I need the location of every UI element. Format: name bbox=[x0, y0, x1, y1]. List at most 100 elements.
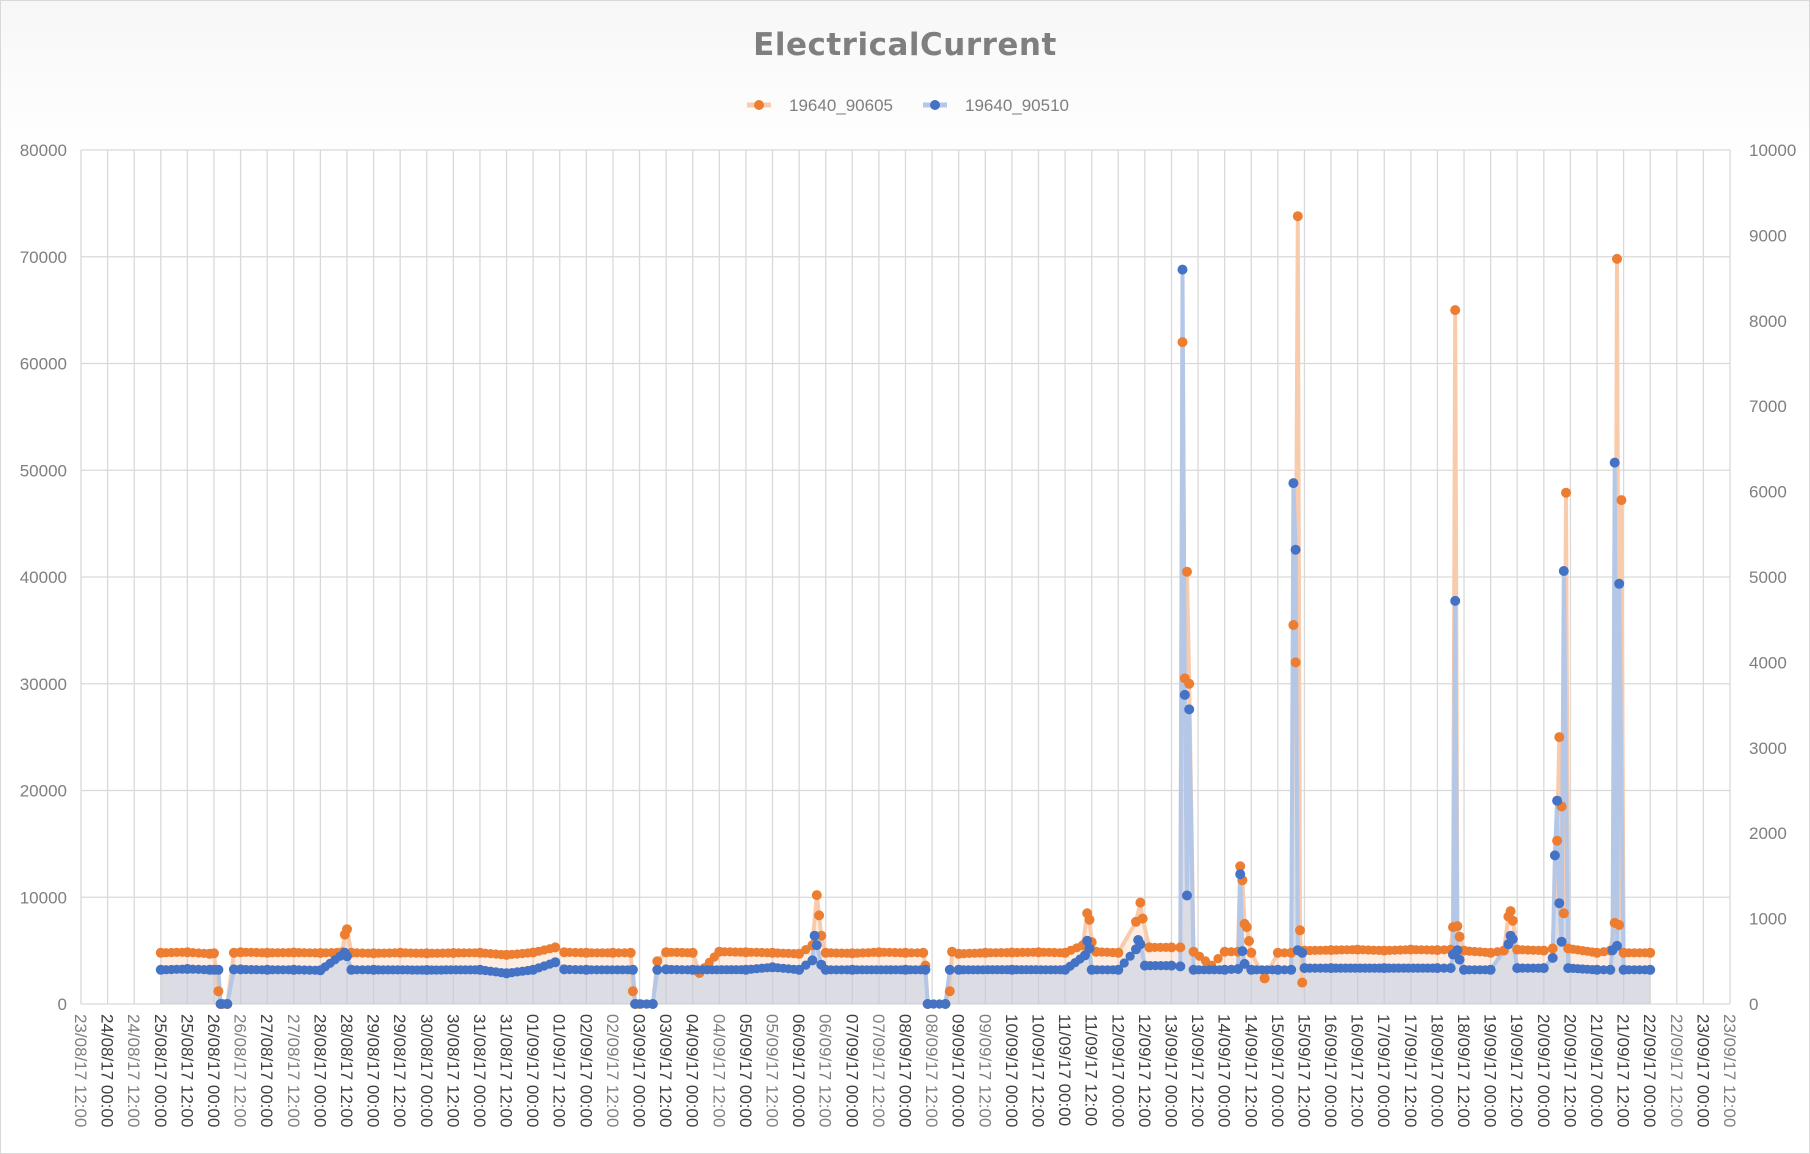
series-2-point bbox=[1326, 963, 1336, 974]
series-2-point bbox=[1507, 934, 1518, 945]
x-tick-label: 16/09/17 00:00 bbox=[1321, 1014, 1340, 1127]
x-tick-label: 18/09/17 12:00 bbox=[1454, 1014, 1473, 1127]
series-2-point bbox=[1512, 963, 1523, 974]
x-tick-label: 04/09/17 00:00 bbox=[683, 1014, 702, 1127]
series-2-point bbox=[1379, 963, 1390, 974]
series-2-point bbox=[807, 955, 818, 966]
series-2-point bbox=[235, 964, 246, 975]
legend-item-series-1[interactable]: 19640_90605 bbox=[747, 96, 893, 115]
series-1-point bbox=[900, 947, 911, 958]
x-tick-label: 28/08/17 00:00 bbox=[310, 1014, 329, 1127]
series-1-point bbox=[1219, 946, 1230, 957]
series-1-point bbox=[847, 948, 858, 959]
series-1-point bbox=[740, 947, 751, 958]
series-2-point bbox=[1177, 264, 1188, 275]
series-1-point bbox=[627, 986, 638, 997]
x-tick-label: 23/09/17 00:00 bbox=[1693, 1014, 1712, 1127]
series-2-point bbox=[1549, 850, 1560, 861]
y-left-tick-label: 40000 bbox=[20, 568, 67, 587]
series-2-point bbox=[1556, 936, 1567, 947]
x-tick-label: 03/09/17 00:00 bbox=[630, 1014, 649, 1127]
series-2-point bbox=[421, 965, 432, 975]
series-1-point bbox=[1213, 954, 1223, 964]
series-1-point bbox=[262, 947, 273, 958]
series-2-point bbox=[1558, 566, 1569, 576]
series-1-point bbox=[368, 948, 379, 959]
series-1-point bbox=[811, 890, 822, 901]
series-1-point bbox=[1379, 945, 1390, 956]
series-1-point bbox=[953, 948, 964, 959]
series-2-point bbox=[1246, 964, 1257, 975]
series-1-point bbox=[1184, 678, 1195, 689]
series-2-point bbox=[559, 964, 570, 975]
series-1-point bbox=[315, 948, 326, 958]
series-2-point bbox=[1286, 964, 1297, 975]
series-1-point bbox=[1538, 945, 1549, 956]
y-right-tick-label: 8000 bbox=[1749, 312, 1787, 331]
series-2-point bbox=[1060, 964, 1071, 975]
series-1-point bbox=[213, 986, 224, 997]
series-1-point bbox=[550, 942, 561, 953]
series-2-point bbox=[1552, 795, 1563, 806]
x-axis: 23/08/17 12:00 24/08/17 00:00 24/08/17 12:… bbox=[71, 1014, 1739, 1127]
series-2-point bbox=[581, 964, 592, 975]
series-2-point bbox=[1175, 961, 1186, 972]
series-2-point bbox=[1538, 963, 1549, 974]
series-2-point bbox=[1454, 954, 1465, 965]
x-tick-label: 10/09/17 12:00 bbox=[1028, 1014, 1047, 1127]
series-1-point bbox=[625, 947, 636, 958]
x-tick-label: 31/08/17 12:00 bbox=[497, 1014, 516, 1127]
series-1-point bbox=[155, 947, 166, 958]
series-2-point bbox=[1299, 963, 1310, 974]
x-tick-label: 31/08/17 00:00 bbox=[470, 1014, 489, 1127]
legend-item-series-2[interactable]: 19640_90510 bbox=[923, 96, 1069, 115]
series-1-point bbox=[1006, 947, 1017, 958]
series-1-point bbox=[1166, 942, 1177, 953]
series-2-point bbox=[1006, 964, 1017, 975]
series-1-point bbox=[918, 947, 929, 958]
x-tick-label: 19/09/17 00:00 bbox=[1481, 1014, 1500, 1127]
series-2-point bbox=[661, 964, 672, 975]
series-1-point bbox=[1033, 947, 1044, 958]
series-2-point bbox=[1563, 963, 1574, 974]
x-tick-label: 01/09/17 12:00 bbox=[550, 1014, 569, 1127]
series-1-point bbox=[1235, 861, 1246, 872]
x-tick-label: 23/08/17 12:00 bbox=[71, 1014, 90, 1127]
series-1-point bbox=[1512, 944, 1523, 955]
series-1-point bbox=[1452, 921, 1463, 932]
series-1-point bbox=[1246, 947, 1257, 958]
x-tick-label: 12/09/17 00:00 bbox=[1108, 1014, 1127, 1127]
legend-label-series-1: 19640_90605 bbox=[789, 96, 893, 115]
series-1-point bbox=[1507, 915, 1518, 926]
series-2-point bbox=[811, 940, 822, 951]
series-1-point bbox=[1592, 947, 1602, 958]
x-tick-label: 12/09/17 12:00 bbox=[1135, 1014, 1154, 1127]
series-1-point bbox=[794, 948, 805, 959]
series-1-point bbox=[1182, 566, 1192, 577]
series-1-point bbox=[1259, 973, 1270, 984]
y-right-tick-label: 6000 bbox=[1749, 483, 1787, 502]
series-2-point bbox=[1113, 964, 1124, 975]
series-1-point bbox=[1505, 906, 1516, 917]
x-tick-label: 01/09/17 00:00 bbox=[523, 1014, 542, 1127]
series-2-point bbox=[767, 962, 778, 973]
series-1-point bbox=[1144, 942, 1155, 953]
gridlines bbox=[80, 149, 1731, 1005]
series-2-point bbox=[1614, 578, 1625, 589]
series-1-point bbox=[661, 947, 672, 958]
series-2-point bbox=[940, 999, 951, 1009]
series-2-point bbox=[1450, 595, 1461, 606]
series-1-point bbox=[1558, 908, 1569, 919]
y-right-tick-label: 3000 bbox=[1749, 739, 1787, 758]
series-1-point bbox=[1561, 487, 1571, 498]
series-2-point bbox=[550, 957, 561, 968]
series-2-point bbox=[222, 999, 233, 1009]
series-1-point bbox=[1554, 732, 1565, 743]
x-tick-label: 07/09/17 00:00 bbox=[842, 1014, 861, 1127]
series-2-point bbox=[1547, 952, 1558, 963]
x-tick-label: 14/09/17 00:00 bbox=[1215, 1014, 1234, 1127]
series-1-point bbox=[209, 948, 219, 959]
x-tick-label: 07/09/17 12:00 bbox=[869, 1014, 888, 1127]
x-tick-label: 05/09/17 00:00 bbox=[736, 1014, 755, 1127]
